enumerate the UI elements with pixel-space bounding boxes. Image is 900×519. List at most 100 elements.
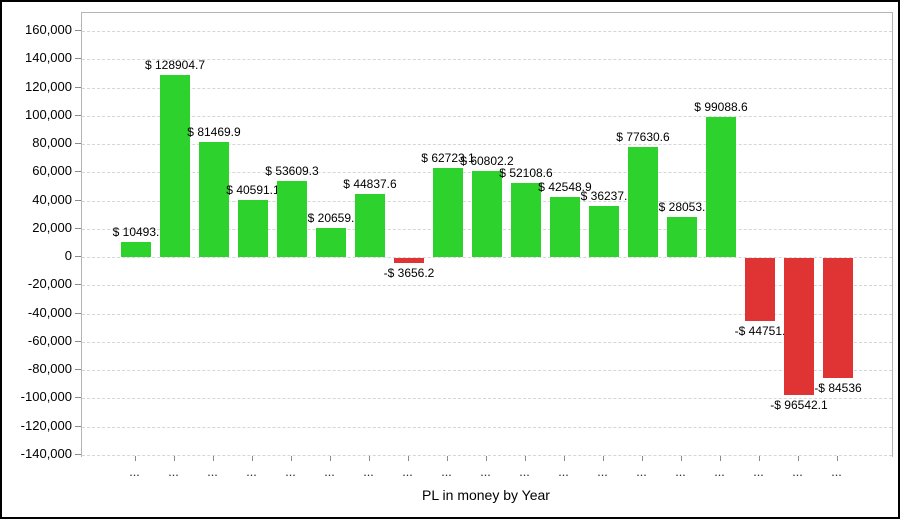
bar [745,258,775,322]
bar-group: $ 28053. [659,13,705,457]
x-tick-label: ... [480,468,492,478]
x-tick-label: ... [168,468,180,478]
x-tick-label: ... [129,468,141,478]
x-tick [837,456,838,461]
bar-value-label: $ 81469.9 [187,124,241,139]
bar-group: $ 60802.2 [460,13,514,457]
bar-value-label: $ 99088.6 [694,100,748,115]
x-tick-label: ... [363,468,375,478]
bar-value-label: $ 42548.9 [538,179,592,194]
y-axis-label: -140,000 [20,446,72,461]
x-tick-label: ... [324,468,336,478]
x-tick [369,456,370,461]
bar [667,217,697,258]
bar-group: -$ 44751. [735,13,785,457]
bar-group: $ 77630.6 [616,13,670,457]
x-tick-label: ... [246,468,258,478]
x-tick [213,456,214,461]
bar [394,258,424,264]
x-tick-label: ... [636,468,648,478]
x-tick-label: ... [519,468,531,478]
x-tick-label: ... [792,468,804,478]
gridline [82,370,892,372]
x-tick-label: ... [831,468,843,478]
gridline [82,257,892,259]
x-tick [330,456,331,461]
bar-value-label: -$ 96542.1 [770,397,828,412]
x-tick-label: ... [285,468,297,478]
x-tick [174,456,175,461]
y-tick [75,369,81,371]
x-tick [525,456,526,461]
gridline [82,144,892,146]
bar [511,183,541,258]
bar-group: -$ 84536 [814,13,862,457]
y-tick [75,425,81,427]
bar-group: $ 128904.7 [145,13,205,457]
bar [784,258,814,395]
y-tick [75,312,81,314]
x-tick [135,456,136,461]
y-tick [75,397,81,399]
bar-value-label: $ 40591.1 [226,182,280,197]
x-tick [798,456,799,461]
bar [433,168,463,258]
y-axis-label: 20,000 [32,219,72,235]
bar-group: $ 53609.3 [265,13,319,457]
y-axis-label: -80,000 [27,361,72,377]
gridline [82,285,892,287]
x-tick [486,456,487,461]
bar-value-label: $ 77630.6 [616,130,670,145]
x-tick-label: ... [558,468,570,478]
bar [628,147,658,258]
bar-group: $ 99088.6 [694,13,748,457]
bar-group: $ 40591.1 [226,13,280,457]
y-axis-label: 60,000 [32,163,72,179]
bar-group: $ 10493. [113,13,159,457]
x-tick [681,456,682,461]
bar-group: $ 42548.9 [538,13,592,457]
x-tick-label: ... [714,468,726,478]
gridline [82,426,892,428]
x-tick [642,456,643,461]
bar-value-label: $ 28053. [658,200,706,215]
gridline [82,341,892,343]
y-tick [75,227,81,229]
y-tick [75,454,81,455]
x-tick [408,456,409,461]
y-axis-label: -120,000 [20,417,72,433]
bar-value-label: $ 44837.6 [343,176,397,191]
x-tick [603,456,604,461]
x-axis-title: PL in money by Year [422,487,550,503]
x-tick [759,456,760,461]
bar [121,242,151,258]
bar [199,141,229,258]
bar [823,258,853,378]
bar-group: $ 62723.1 [421,13,475,457]
y-tick [75,171,81,173]
y-tick [75,256,81,258]
y-tick [75,284,81,286]
bar-value-label: $ 20659. [307,210,355,225]
x-tick-label: ... [402,468,414,478]
y-axis-label: 100,000 [25,106,72,122]
gridline [82,59,892,61]
plot-area: $ 10493. $ 128904.7 $ 81469.9 $ 40591.1 $ 53… [81,12,893,457]
bar-group: $ 52108.6 [499,13,553,457]
bar-value-label: -$ 3656.2 [383,266,435,281]
bar-group: $ 44837.6 [343,13,397,457]
bar-value-label: $ 60802.2 [460,154,514,169]
bar-value-label: $ 52108.6 [499,166,553,181]
bar-group: $ 81469.9 [187,13,241,457]
bar-group: -$ 96542.1 [770,13,828,457]
y-tick [75,340,81,342]
bar-value-label: $ 62723.1 [421,151,475,166]
y-tick [75,114,81,116]
x-tick [291,456,292,461]
gridline [82,313,892,315]
y-axis-label: 40,000 [32,191,72,207]
x-tick-label: ... [675,468,687,478]
bar [238,199,268,258]
bar [160,74,190,258]
y-axis-label: 140,000 [25,50,72,66]
